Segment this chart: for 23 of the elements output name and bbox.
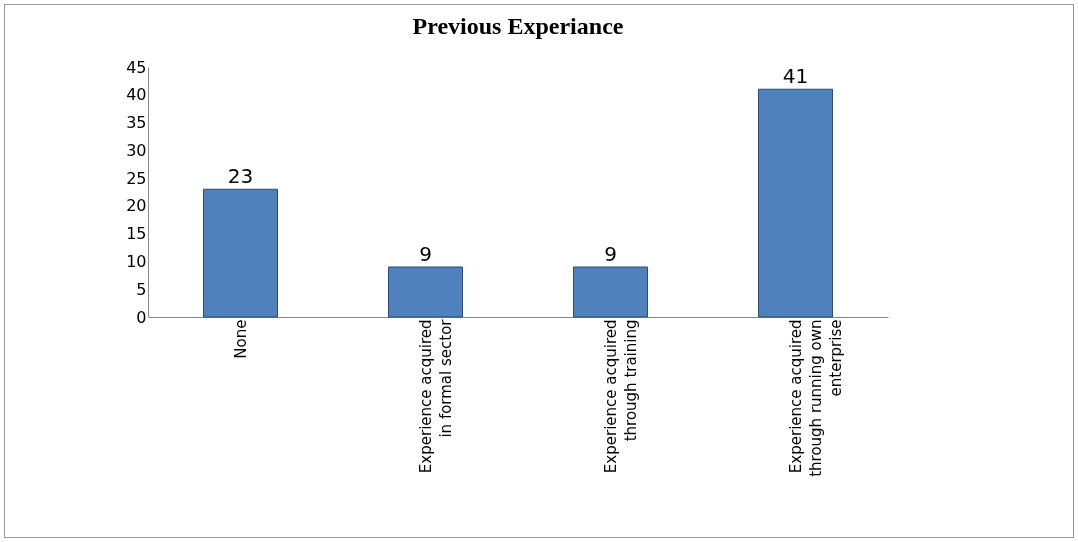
data-label: 9 <box>604 242 617 266</box>
bar <box>758 88 833 318</box>
x-tick-label: Experience acquired through training <box>601 319 640 474</box>
x-tick-label: Experience acquired in formal sector <box>416 318 455 474</box>
bar <box>203 188 278 318</box>
y-tick-label: 25 <box>126 168 147 188</box>
y-tick-label: 35 <box>126 113 147 133</box>
data-label: 9 <box>419 242 432 266</box>
bar <box>388 266 463 318</box>
y-tick-label: 30 <box>126 140 147 160</box>
x-tick-label: None <box>231 319 250 359</box>
chart-title: Previous Experiance <box>412 13 624 39</box>
y-tick-label: 5 <box>136 279 147 299</box>
y-tick-label: 20 <box>126 196 147 216</box>
y-tick-label: 0 <box>136 307 147 327</box>
data-label: 41 <box>782 64 809 89</box>
data-label: 23 <box>227 164 254 189</box>
y-tick-label: 45 <box>126 57 147 77</box>
x-tick-label: Experience acquired through running own enterprise <box>786 319 845 477</box>
y-tick-label: 40 <box>126 85 147 105</box>
bar <box>573 266 648 318</box>
y-tick-label: 10 <box>126 251 147 271</box>
y-tick-label: 15 <box>126 224 147 244</box>
